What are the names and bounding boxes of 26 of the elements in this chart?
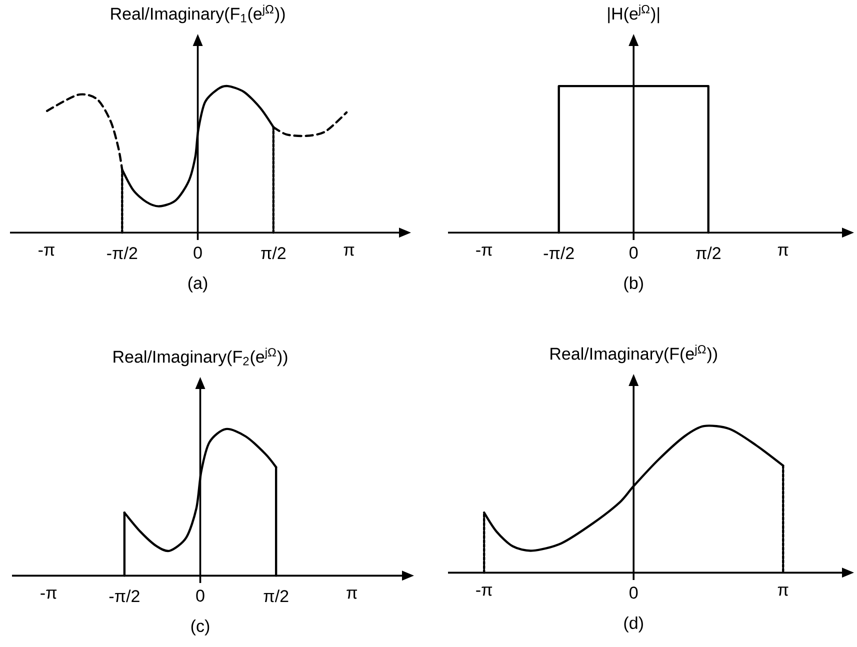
x-tick-label: -π/2 [544,246,574,260]
chart-title: Real/Imaginary(F(e$^{jΩ}$)) [550,344,717,364]
chart-title: Real/Imaginary(F$_{1}$(e$^{jΩ}$)) [111,4,285,24]
text: (b) [624,276,643,292]
x-tick-label: π/2 [264,590,288,602]
x-tick-label: -π/2 [109,590,140,602]
x-tick-label: π [344,246,354,256]
text: (d) [624,616,643,632]
x-tick-label: 0 [196,590,204,602]
x-tick-label: π [346,590,358,599]
x-tick-label: 0 [630,586,638,599]
x-tick-label: 0 [194,246,202,259]
x-tick-label: π [778,246,788,256]
text: (a) [188,276,208,292]
x-tick-label: -π [476,586,492,596]
chart-title: |H(e$^{jΩ}$)| [608,4,660,24]
chart-title: Real/Imaginary(F$_{2}$(e$^{jΩ}$)) [114,348,288,366]
x-tick-label: -π [38,246,54,256]
x-tick-label: 0 [630,246,638,259]
x-tick-label: π [778,586,788,596]
x-tick-label: π/2 [261,246,286,260]
x-tick-label: π/2 [696,246,720,260]
text: (c) [191,620,210,636]
x-tick-label: -π [476,246,492,256]
x-tick-label: -π/2 [107,246,138,260]
x-tick-label: -π [40,590,57,599]
